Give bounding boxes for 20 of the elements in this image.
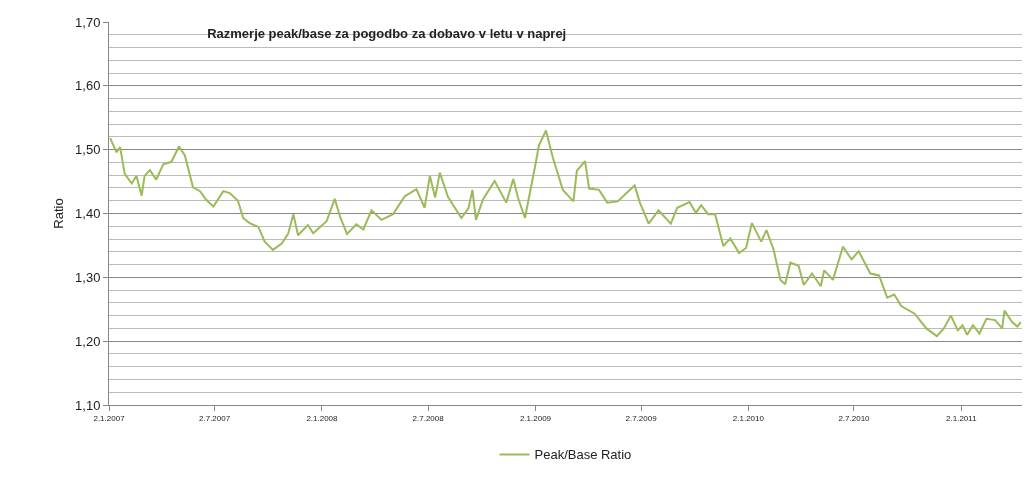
x-tick-label: 2.7.2008	[412, 413, 445, 423]
y-tick-label: 1,20	[75, 333, 101, 349]
x-tick-label: 2.1.2011	[946, 413, 978, 423]
y-tick-label: 1,70	[75, 14, 101, 30]
x-tick-label: 2.7.2009	[625, 413, 658, 423]
y-tick-label: 1,50	[75, 142, 101, 158]
y-tick-label: 1,60	[75, 78, 101, 94]
y-tick-label: 1,30	[75, 269, 101, 285]
x-tick-label: 2.7.2010	[838, 413, 871, 423]
x-tick-label: 2.1.2008	[306, 413, 339, 423]
y-axis-title: Ratio	[51, 198, 67, 229]
line-series	[109, 129, 1022, 338]
x-tick-label: 2.7.2007	[199, 413, 231, 423]
y-tick-label: 1,10	[75, 397, 101, 413]
y-tick-label: 1,40	[75, 206, 101, 222]
chart-title: Razmerje peak/base za pogodbo za dobavo v letu v naprej	[207, 26, 567, 42]
x-tick-label: 2.1.2010	[732, 413, 765, 423]
legend-label: Peak/Base Ratio	[534, 447, 632, 463]
x-tick-label: 2.1.2007	[93, 413, 126, 423]
x-tick-label: 2.1.2009	[519, 413, 552, 423]
